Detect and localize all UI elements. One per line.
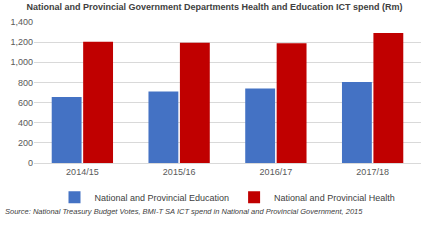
svg-text:2015/16: 2015/16 [163,167,196,177]
svg-text:National and Provincial Govern: National and Provincial Government Depar… [26,2,402,12]
svg-text:2017/18: 2017/18 [356,167,389,177]
svg-text:600: 600 [18,98,33,108]
svg-text:200: 200 [18,138,33,148]
svg-text:1,000: 1,000 [10,57,33,67]
svg-text:0: 0 [28,158,33,168]
svg-text:1,400: 1,400 [10,17,33,27]
svg-text:National and Provincial Health: National and Provincial Health [274,193,395,203]
svg-text:800: 800 [18,78,33,88]
svg-text:National and Provincial Educat: National and Provincial Education [95,193,230,203]
svg-text:2014/15: 2014/15 [66,167,99,177]
svg-text:400: 400 [18,118,33,128]
svg-text:Source: National Treasury Budg: Source: National Treasury Budget Votes, … [5,207,363,216]
svg-text:1,200: 1,200 [10,37,33,47]
svg-text:2016/17: 2016/17 [260,167,293,177]
